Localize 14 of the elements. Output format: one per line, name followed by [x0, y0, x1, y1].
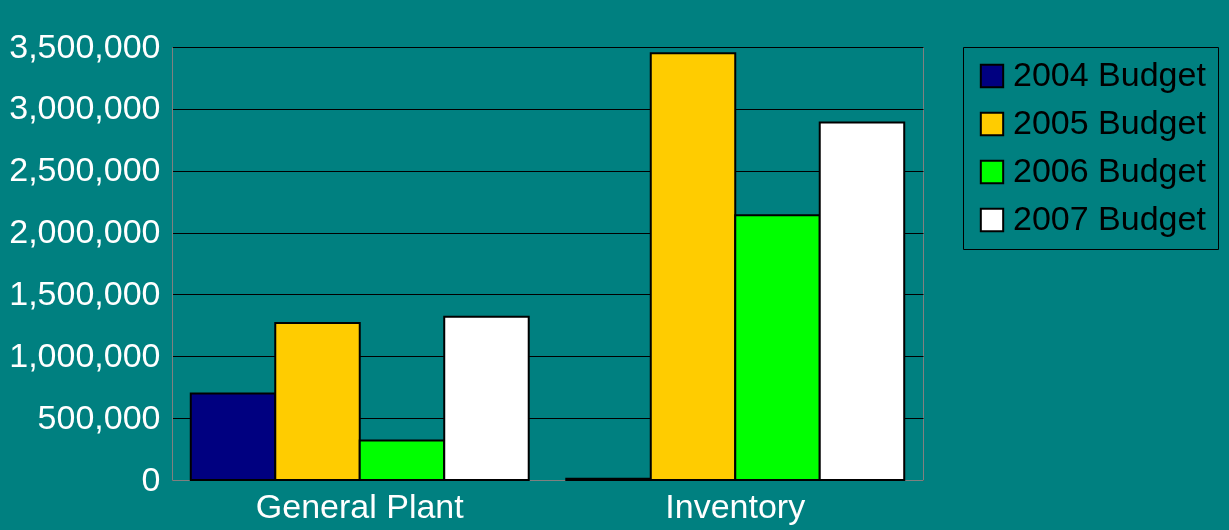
y-tick-label: 2,500,000	[9, 150, 161, 189]
x-tick-label: General Plant	[255, 486, 465, 525]
y-tick-label: 500,000	[37, 397, 161, 436]
legend-label: 2005 Budget	[1013, 103, 1207, 141]
legend-label: 2007 Budget	[1013, 199, 1207, 237]
y-tick-label: 3,000,000	[9, 88, 161, 127]
y-tick-label: 1,000,000	[9, 335, 161, 374]
legend-label: 2004 Budget	[1013, 55, 1207, 93]
y-tick-label: 3,500,000	[9, 26, 161, 65]
legend-label: 2006 Budget	[1013, 151, 1207, 189]
y-tick-label: 2,000,000	[9, 212, 161, 251]
x-tick-label: Inventory	[665, 486, 806, 525]
y-tick-label: 1,500,000	[9, 273, 161, 312]
y-tick-label: 0	[141, 459, 161, 498]
